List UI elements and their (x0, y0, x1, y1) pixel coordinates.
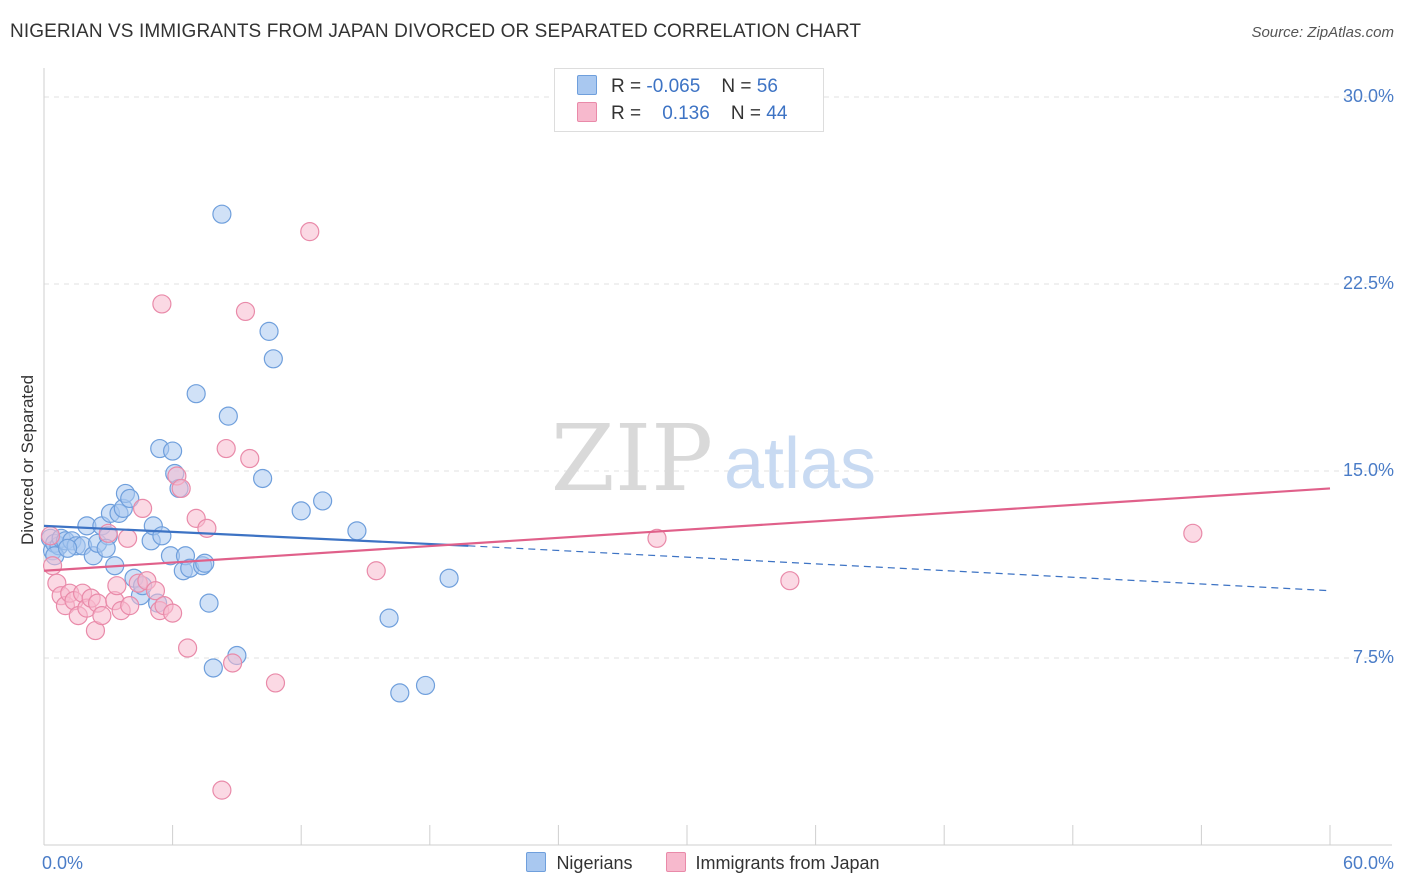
japan-point-16 (107, 576, 127, 596)
nigerians-point-45 (263, 349, 283, 369)
nigerians-point-35 (186, 384, 206, 404)
y-tick-label-3: 30.0% (1342, 86, 1394, 106)
japan-point-26 (152, 294, 172, 314)
nigerians-point-51 (415, 675, 436, 696)
japan-point-34 (216, 438, 236, 459)
japan-point-23 (145, 581, 166, 601)
nigerians-point-26 (152, 526, 172, 546)
nigerians-point-46 (291, 501, 311, 521)
series-nigerians (40, 204, 459, 703)
japan-point-13 (92, 606, 112, 626)
nigerians-point-48 (347, 521, 367, 541)
japan-point-36 (235, 301, 256, 322)
n-label: N = (730, 103, 762, 124)
nigerians-point-39 (203, 658, 223, 678)
n-value: 56 (756, 76, 778, 97)
legend-swatch-blue (577, 75, 597, 95)
nigerians-point-41 (218, 406, 238, 426)
series-legend: Nigerians Immigrants from Japan (0, 852, 1406, 874)
y-tick-label-1: 15.0% (1342, 460, 1394, 480)
nigerians-point-38 (199, 593, 219, 613)
legend-swatch-nigerians (526, 852, 547, 872)
japan-point-40 (366, 561, 386, 581)
legend-swatch-pink (577, 102, 597, 122)
chart-title: NIGERIAN VS IMMIGRANTS FROM JAPAN DIVORC… (10, 21, 862, 42)
legend-label-nigerians: Nigerians (556, 853, 633, 873)
japan-point-0 (40, 526, 61, 546)
y-tick-label-2: 22.5% (1342, 273, 1394, 293)
n-label: N = (721, 76, 752, 97)
japan-point-18 (117, 528, 138, 548)
nigerians-point-52 (439, 568, 459, 588)
nigerians-point-47 (313, 491, 333, 511)
y-axis-label: Divorced or Separated (18, 374, 37, 546)
nigerians-point-37 (195, 553, 215, 573)
japan-trend-line (43, 487, 1331, 572)
legend-label-japan: Immigrants from Japan (695, 853, 880, 873)
nigerians-point-40 (212, 204, 232, 224)
japan-point-42 (780, 571, 800, 591)
x-tick-label-max: 60.0% (1342, 853, 1394, 873)
nigerians-point-43 (253, 468, 273, 489)
x-tick-label-min: 0.0% (42, 853, 84, 873)
japan-point-35 (223, 653, 243, 673)
nigerians-point-29 (163, 441, 183, 461)
r-value: -0.065 (646, 76, 701, 97)
japan-point-30 (178, 638, 198, 658)
watermark-atlas: atlas (724, 424, 876, 504)
japan-point-1 (42, 556, 63, 576)
japan-point-38 (265, 673, 286, 693)
stats-legend-row-japan: R = 0.136 N = 44 (577, 102, 787, 128)
r-label: R = (611, 103, 642, 124)
japan-point-41 (647, 528, 667, 548)
n-value: 44 (766, 103, 788, 124)
legend-swatch-japan (665, 852, 686, 872)
y-tick-label-0: 7.5% (1352, 647, 1394, 667)
r-value: 0.136 (662, 103, 710, 124)
japan-point-27 (163, 603, 183, 623)
axes (43, 68, 1392, 846)
nigerians-point-49 (379, 608, 399, 628)
nigerians-point-44 (259, 321, 279, 341)
series-immigrants-from-japan (40, 222, 1203, 800)
r-label: R = (611, 76, 642, 97)
grid-lines (44, 96, 1392, 659)
nigerians-point-54 (57, 538, 78, 558)
japan-point-19 (120, 596, 140, 616)
watermark: ZIP atlas (551, 405, 876, 512)
legend-item-nigerians: Nigerians (526, 852, 632, 874)
source-label: Source: ZipAtlas.com (1251, 24, 1394, 41)
legend-item-japan: Immigrants from Japan (665, 852, 880, 874)
stats-legend: R = -0.065 N = 56 R = 0.136 N = 44 (554, 68, 824, 132)
japan-point-43 (1183, 523, 1203, 543)
stats-legend-row-nigerians: R = -0.065 N = 56 (577, 75, 778, 101)
japan-point-37 (240, 448, 260, 469)
japan-point-21 (132, 498, 153, 518)
nigerians-point-19 (120, 488, 140, 509)
trend-lines (43, 487, 1331, 592)
japan-point-39 (300, 222, 320, 242)
japan-point-14 (98, 523, 118, 543)
nigerians-trend-solid (43, 524, 469, 547)
watermark-zip: ZIP (551, 405, 713, 512)
nigerians-point-50 (390, 683, 410, 703)
japan-point-29 (171, 478, 191, 499)
nigerians-trend-dashed (468, 545, 1331, 592)
japan-point-33 (212, 780, 232, 800)
